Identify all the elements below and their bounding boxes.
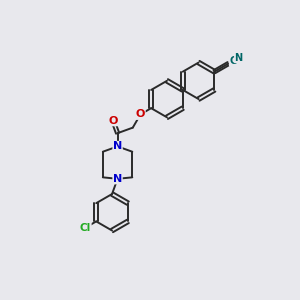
Text: O: O (136, 110, 145, 119)
Text: N: N (113, 141, 122, 152)
Text: Cl: Cl (80, 223, 91, 232)
Text: O: O (108, 116, 118, 126)
Text: N: N (235, 53, 243, 63)
Text: C: C (230, 56, 237, 66)
Text: N: N (113, 174, 122, 184)
